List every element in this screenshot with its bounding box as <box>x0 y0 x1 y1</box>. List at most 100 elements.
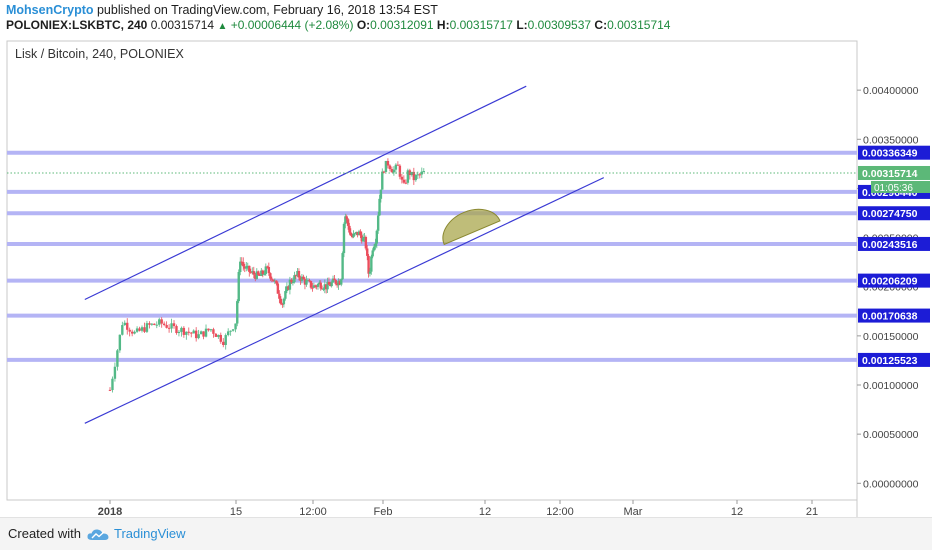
candle-body <box>340 279 343 285</box>
candle-body <box>414 175 418 181</box>
candle-body <box>406 170 410 183</box>
lower-channel-line <box>84 177 605 424</box>
candle-body <box>326 281 329 290</box>
candle-body <box>341 253 344 280</box>
level-price-label: 0.00170638 <box>862 311 918 323</box>
candle-body <box>194 330 198 339</box>
candle-body <box>290 279 293 283</box>
candle-body <box>404 182 408 184</box>
candle-body <box>266 266 269 268</box>
current-price-tag <box>858 165 930 180</box>
level-price-label: 0.00206209 <box>862 276 918 288</box>
candle-body <box>258 274 262 276</box>
candle-body <box>363 236 366 238</box>
low-value: 0.00309537 <box>527 18 592 32</box>
candle-body <box>368 271 372 274</box>
level-price-label: 0.00274750 <box>862 208 918 220</box>
candle-body <box>312 285 316 288</box>
candle-body <box>240 261 243 263</box>
countdown-tag <box>871 180 930 193</box>
x-tick-label: 12 <box>731 506 743 518</box>
level-price-tag <box>858 352 930 367</box>
candle-body <box>371 250 374 257</box>
candle-body <box>278 293 281 299</box>
candle-body <box>150 323 154 325</box>
x-tick-label: Mar <box>624 506 643 518</box>
candle-body <box>316 284 320 287</box>
tradingview-brand[interactable]: TradingView <box>114 526 186 541</box>
candle-body <box>398 165 402 177</box>
candle-body <box>255 271 258 279</box>
candle-body <box>272 279 275 282</box>
candle-body <box>187 331 190 333</box>
x-tick-label: 2018 <box>98 506 122 518</box>
author-link[interactable]: MohsenCrypto <box>6 3 94 17</box>
candle-body <box>375 230 379 244</box>
candle-body <box>243 266 246 269</box>
candle-body <box>348 225 351 233</box>
candle-body <box>236 301 239 324</box>
candle-body <box>281 303 284 305</box>
candle-body <box>182 327 186 335</box>
level-price-tag <box>858 145 930 160</box>
candle-body <box>140 327 144 331</box>
candle-body <box>388 165 392 170</box>
candle-body <box>323 284 327 289</box>
candle-body <box>162 323 166 325</box>
candle-body <box>167 327 171 329</box>
candle-body <box>319 282 322 289</box>
candle-body <box>355 231 358 234</box>
up-triangle-icon: ▲ <box>217 21 228 32</box>
candle-body <box>284 291 287 299</box>
y-tick-label: 0.00150000 <box>863 331 919 343</box>
x-tick-label: Feb <box>374 506 393 518</box>
candle-body <box>333 278 336 281</box>
candle-body <box>116 350 119 367</box>
candle-body <box>306 280 310 282</box>
candle-body <box>202 331 205 337</box>
candle-body <box>148 323 151 325</box>
candle-body <box>263 273 266 275</box>
close-value: 0.00315714 <box>607 18 671 32</box>
candle-body <box>251 271 254 273</box>
candle-body <box>165 324 168 328</box>
candle-body <box>143 327 146 332</box>
candle-body <box>226 331 230 336</box>
candle-body <box>327 281 331 285</box>
y-tick-label: 0.00050000 <box>863 429 919 441</box>
ohlc-line: POLONIEX:LSKBTC, 240 0.00315714 ▲ +0.000… <box>6 18 670 32</box>
candle-body <box>297 270 301 278</box>
candle-body <box>128 329 131 332</box>
candle-body <box>190 332 193 334</box>
candle-body <box>170 323 173 329</box>
candle-body <box>145 323 149 332</box>
candle-body <box>322 288 325 290</box>
countdown-label: 01:05:36 <box>874 183 913 194</box>
candle-body <box>282 298 286 305</box>
candle-body <box>229 330 232 332</box>
candle-body <box>294 275 298 277</box>
candle-body <box>300 276 304 281</box>
candle-body <box>314 285 317 287</box>
candle-body <box>111 378 114 391</box>
candle-body <box>217 334 220 337</box>
candle-body <box>234 323 237 330</box>
plot-frame <box>6 40 858 501</box>
candle-body <box>126 322 129 330</box>
candle-body <box>305 280 308 285</box>
candle-body <box>249 271 252 273</box>
candle-body <box>410 171 414 176</box>
high-value: 0.00315717 <box>449 18 513 32</box>
candle-body <box>299 277 302 281</box>
candle-body <box>344 216 347 224</box>
candle-body <box>335 283 339 286</box>
candle-body <box>192 330 195 334</box>
candle-body <box>412 171 416 181</box>
candle-body <box>342 223 346 254</box>
candle-body <box>356 231 359 236</box>
candle-body <box>204 328 208 337</box>
candle-body <box>324 284 328 290</box>
level-price-tag <box>858 273 930 288</box>
